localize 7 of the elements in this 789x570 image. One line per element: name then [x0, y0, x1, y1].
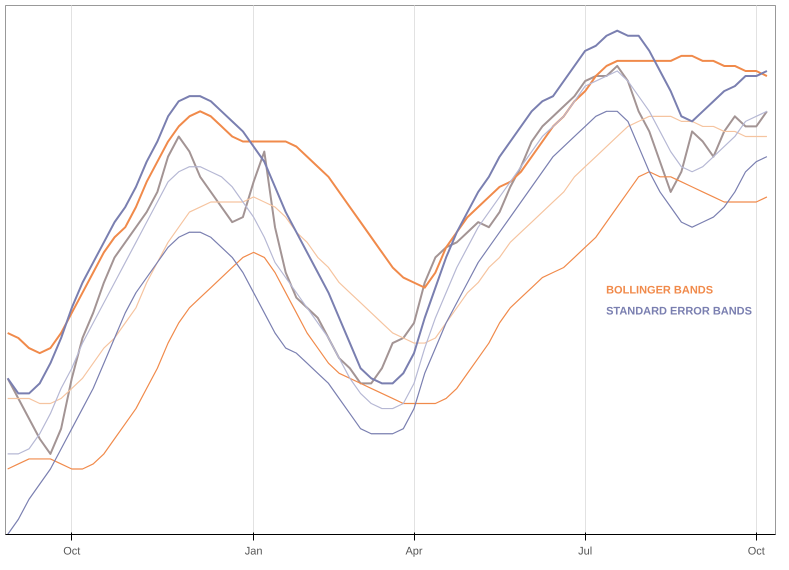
text: STANDARD ERROR BANDS [606, 306, 752, 318]
x-tick-label: Jan [244, 546, 262, 558]
x-tick-label: Oct [63, 546, 80, 558]
x-tick-label: Oct [748, 546, 765, 558]
text: BOLLINGER BANDS [606, 284, 714, 296]
x-tick-label: Jul [578, 546, 592, 558]
x-tick-label: Apr [405, 546, 423, 558]
